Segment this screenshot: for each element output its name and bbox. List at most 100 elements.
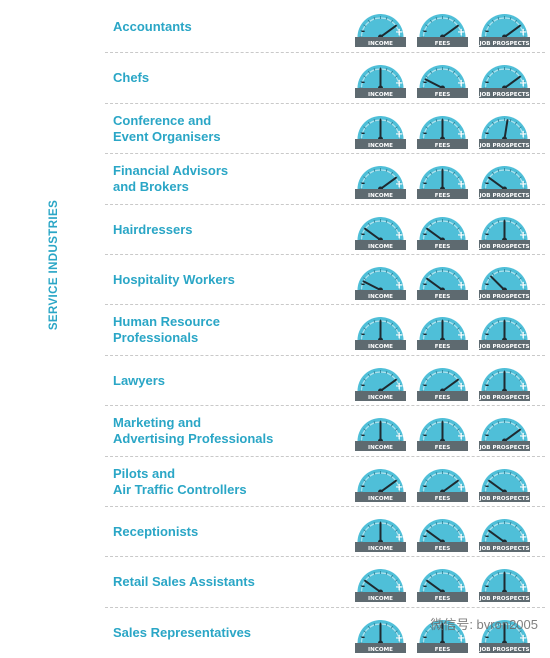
fees-gauge: - + FEES (417, 210, 468, 250)
gauge-label: INCOME (368, 193, 393, 199)
industry-row: Hospitality Workers - + INCOME - + FEES - + JOB P… (105, 254, 545, 305)
gauge-face (481, 519, 528, 542)
gauge-needle (364, 227, 382, 241)
gauge-needle (424, 78, 444, 90)
minus-icon: - (423, 581, 427, 592)
gauge-face (419, 267, 466, 290)
gauge-label: INCOME (368, 344, 393, 350)
gauge-label: INCOME (368, 445, 393, 451)
industry-row: Hairdressers - + INCOME - + FEES - + JOB PROSPECT… (105, 203, 545, 255)
plus-icon: + (519, 381, 527, 392)
gauge-label: JOB PROSPECTS (479, 294, 530, 300)
gauge-needle (503, 429, 521, 443)
gauge-needle (379, 378, 397, 392)
income-gauge-dial: - +INCOME (355, 166, 406, 200)
income-gauge-dial: - +INCOME (355, 216, 406, 250)
minus-icon: - (423, 380, 427, 391)
plus-icon: + (395, 230, 403, 241)
job-prospects-gauge: - + JOB PROSPECTS (479, 159, 530, 200)
minus-icon: - (423, 229, 427, 240)
gauge-needle (426, 227, 444, 241)
fees-gauge: - + FEES (417, 58, 468, 99)
job-prospects-gauge: - + JOB PROSPECTS (479, 7, 530, 47)
income-gauge: - + INCOME (355, 512, 406, 552)
industry-row: Retail Sales Assistants - + INCOME - + FEES - + J… (105, 556, 545, 607)
minus-icon: - (423, 430, 427, 441)
income-gauge: - + INCOME (355, 7, 406, 47)
minus-icon: - (485, 531, 489, 542)
minus-icon: - (485, 430, 489, 441)
fees-gauge-dial: - + FEES (417, 418, 468, 452)
fees-gauge-dial: - + FEES (417, 115, 468, 149)
job-prospects-gauge: - + JOB PROSPECTS (479, 361, 530, 401)
section-label-text: SERVICE INDUSTRIES (48, 199, 60, 331)
income-gauge-dial: - +INCOME (355, 569, 406, 603)
plus-icon: + (457, 330, 465, 341)
income-gauge: - + INCOME (355, 361, 406, 401)
plus-icon: + (457, 532, 465, 543)
minus-icon: - (485, 380, 489, 391)
minus-icon: - (423, 481, 427, 492)
gauge-label: FEES (435, 92, 451, 98)
fees-gauge-dial: - + FEES (417, 619, 468, 653)
gauge-face (481, 468, 528, 492)
gauge-label: INCOME (368, 647, 393, 653)
industry-name-text: Financial Advisors and Brokers (113, 163, 229, 195)
job-prospects-gauge-dial: - + JOB PROSPECTS (479, 166, 530, 200)
income-gauge: - + INCOME (355, 310, 406, 351)
gauge-label: INCOME (368, 495, 393, 501)
fees-gauge: - + FEES (417, 613, 468, 653)
income-gauge-dial: - +INCOME (355, 65, 406, 99)
plus-icon: + (457, 431, 465, 442)
job-prospects-gauge-dial: - + JOB PROSPECTS (479, 317, 530, 351)
job-prospects-gauge-dial: - + JOB PROSPECTS (479, 65, 530, 99)
plus-icon: + (457, 78, 465, 89)
minus-icon: - (361, 581, 365, 592)
gauge-face (481, 65, 528, 89)
gauge-needle (362, 280, 382, 291)
industry-name: Human Resource Professionals (113, 305, 343, 355)
fees-gauge-dial: - + FEES (417, 65, 468, 99)
gauge-label: INCOME (368, 546, 393, 552)
gauge-label: JOB PROSPECTS (479, 495, 530, 501)
gauge-face (419, 14, 466, 38)
plus-icon: + (457, 27, 465, 38)
watermark: 微信号: bvron2005 (430, 614, 538, 633)
gauge-label: INCOME (368, 395, 393, 401)
gauge-label: JOB PROSPECTS (479, 395, 530, 401)
income-gauge-dial: - +INCOME (355, 619, 406, 653)
job-prospects-gauge: - + JOB PROSPECTS (479, 210, 530, 250)
industry-row: Pilots and Air Traffic Controllers - + INCO… (105, 455, 545, 507)
gauge-label: FEES (435, 495, 451, 501)
industry-name: Financial Advisors and Brokers (113, 154, 343, 204)
fees-gauge-dial: - + FEES (417, 317, 468, 351)
gauge-label: FEES (435, 647, 451, 653)
plus-icon: + (519, 129, 527, 140)
minus-icon: - (485, 128, 489, 139)
industry-row: Sales Representatives - + INCOME - + FEES - + JOB… (105, 606, 545, 658)
gauge-label: FEES (435, 143, 451, 149)
industry-row: Chefs - + INCOME - + FEES - + JOB PROSPECTS (105, 52, 545, 103)
industry-name: Hairdressers (113, 205, 343, 255)
job-prospects-gauge-dial: - + JOB PROSPECTS (479, 519, 530, 552)
minus-icon: - (361, 229, 365, 240)
fees-gauge: - + FEES (417, 159, 468, 200)
industry-name-text: Receptionists (113, 524, 199, 539)
industry-name: Sales Representatives (113, 608, 343, 658)
minus-icon: - (423, 178, 427, 189)
gauge-label: FEES (435, 41, 451, 47)
industry-name: Marketing and Advertising Professionals (113, 406, 343, 456)
gauge-needle (490, 275, 506, 291)
income-gauge-dial: - +INCOME (355, 519, 406, 552)
plus-icon: + (457, 230, 465, 241)
fees-gauge: - + FEES (417, 562, 468, 603)
income-gauge: - + INCOME (355, 109, 406, 149)
plus-icon: + (457, 280, 465, 291)
fees-gauge-dial: - + FEES (417, 267, 468, 300)
fees-gauge: - + FEES (417, 462, 468, 502)
minus-icon: - (485, 632, 489, 643)
job-prospects-gauge-dial: - + JOB PROSPECTS (479, 267, 530, 300)
minus-icon: - (423, 279, 427, 290)
income-gauge-dial: - +INCOME (355, 14, 406, 47)
industry-name: Conference and Event Organisers (113, 104, 343, 154)
